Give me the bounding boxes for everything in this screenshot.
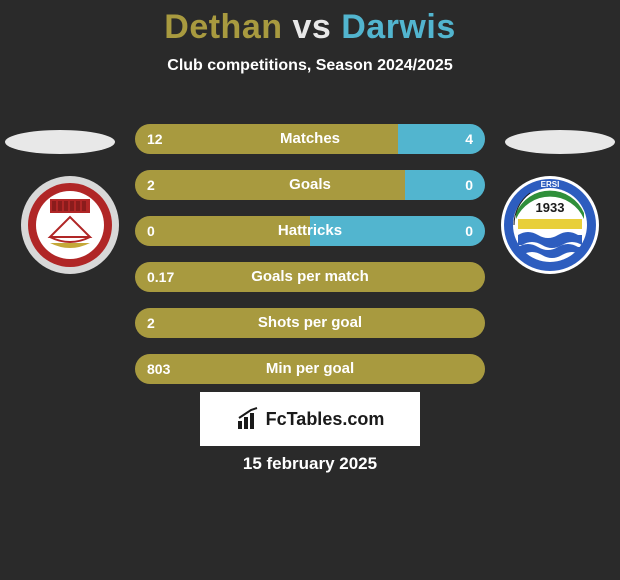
footer-site: FcTables.com xyxy=(266,409,385,430)
fctables-icon xyxy=(236,407,260,431)
footer-link[interactable]: FcTables.com xyxy=(200,392,420,446)
stat-label: Goals xyxy=(135,170,485,200)
svg-text:ERSI: ERSI xyxy=(541,180,560,189)
stat-label: Min per goal xyxy=(135,354,485,384)
stat-row: 2Shots per goal xyxy=(135,308,485,338)
header-ellipse-right xyxy=(505,130,615,154)
club-logo-right: 1933 ERSI xyxy=(500,175,600,275)
stat-row: 00Hattricks xyxy=(135,216,485,246)
date: 15 february 2025 xyxy=(0,454,620,474)
title-player2: Darwis xyxy=(341,8,456,46)
stat-label: Goals per match xyxy=(135,262,485,292)
header-ellipse-left xyxy=(5,130,115,154)
svg-text:PSM: PSM xyxy=(62,185,77,192)
stat-row: 0.17Goals per match xyxy=(135,262,485,292)
club-logo-left: PSM xyxy=(20,175,120,275)
stat-row: 20Goals xyxy=(135,170,485,200)
stat-label: Matches xyxy=(135,124,485,154)
stat-label: Hattricks xyxy=(135,216,485,246)
stat-row: 124Matches xyxy=(135,124,485,154)
stat-row: 803Min per goal xyxy=(135,354,485,384)
svg-text:1933: 1933 xyxy=(536,200,565,215)
page-title: Dethan vs Darwis xyxy=(0,0,620,47)
stat-label: Shots per goal xyxy=(135,308,485,338)
widget-root: Dethan vs Darwis Club competitions, Seas… xyxy=(0,0,620,580)
stats-container: 124Matches 20Goals 00Hattricks 0.17Goals pe… xyxy=(135,124,485,400)
title-vs: vs xyxy=(292,8,331,46)
subtitle: Club competitions, Season 2024/2025 xyxy=(0,57,620,75)
title-player1: Dethan xyxy=(164,8,282,46)
